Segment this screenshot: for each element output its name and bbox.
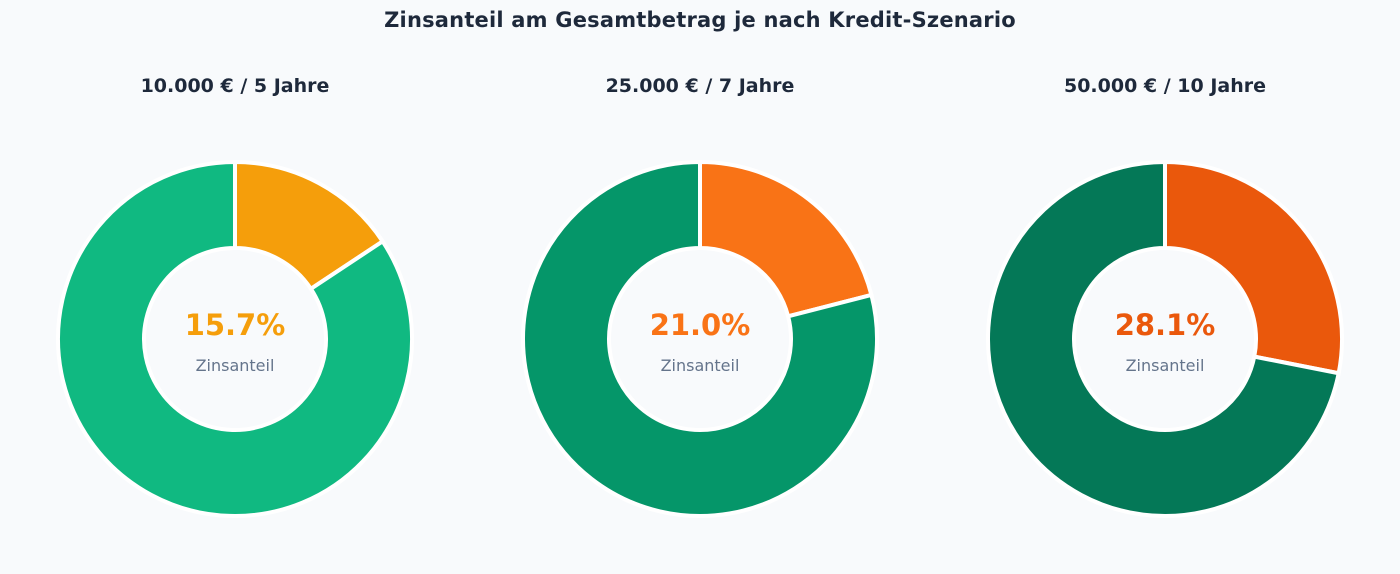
donut-center-value: 28.1% [1115, 308, 1216, 342]
donut-slice-zinsen [698, 159, 874, 319]
donut-slice-kredit [986, 159, 1342, 518]
donut-slice-zinsen [1163, 159, 1344, 376]
donut-center-label: Zinsanteil [1126, 356, 1205, 375]
donut-title: 25.000 € / 7 Jahre [606, 75, 795, 97]
donut-center-label: Zinsanteil [196, 356, 275, 375]
donut-center-value: 21.0% [650, 308, 751, 342]
donut-chart-2: 25.000 € / 7 Jahre 21.0% Zinsanteil [521, 75, 879, 518]
donut-slice-kredit [56, 159, 414, 518]
donut-center-value: 15.7% [185, 308, 286, 342]
donut-slice-kredit [521, 159, 879, 518]
donut-title: 10.000 € / 5 Jahre [141, 75, 330, 97]
donut-chart-3: 50.000 € / 10 Jahre 28.1% Zinsanteil [986, 75, 1344, 518]
chart-main-title: Zinsanteil am Gesamtbetrag je nach Kredi… [384, 8, 1016, 32]
donut-center-label: Zinsanteil [661, 356, 740, 375]
donut-chart-1: 10.000 € / 5 Jahre 15.7% Zinsanteil [56, 75, 414, 518]
donut-title: 50.000 € / 10 Jahre [1064, 75, 1266, 97]
